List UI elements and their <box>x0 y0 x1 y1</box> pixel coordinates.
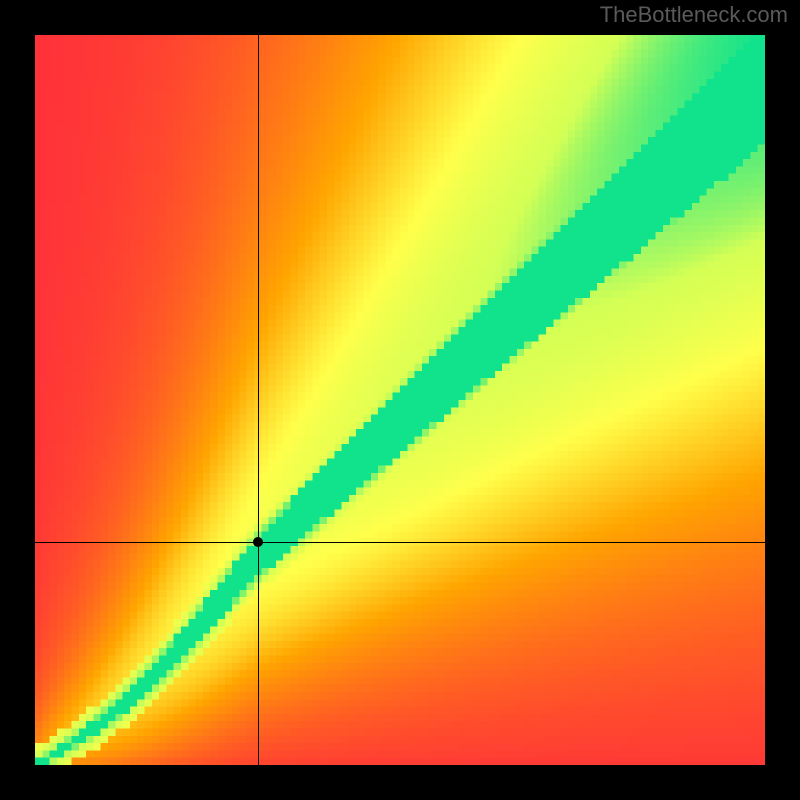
crosshair-horizontal <box>35 542 765 543</box>
watermark-text: TheBottleneck.com <box>600 2 788 28</box>
heatmap-canvas <box>35 35 765 765</box>
crosshair-vertical <box>258 35 259 765</box>
crosshair-marker <box>253 537 263 547</box>
chart-outer-frame: TheBottleneck.com <box>0 0 800 800</box>
